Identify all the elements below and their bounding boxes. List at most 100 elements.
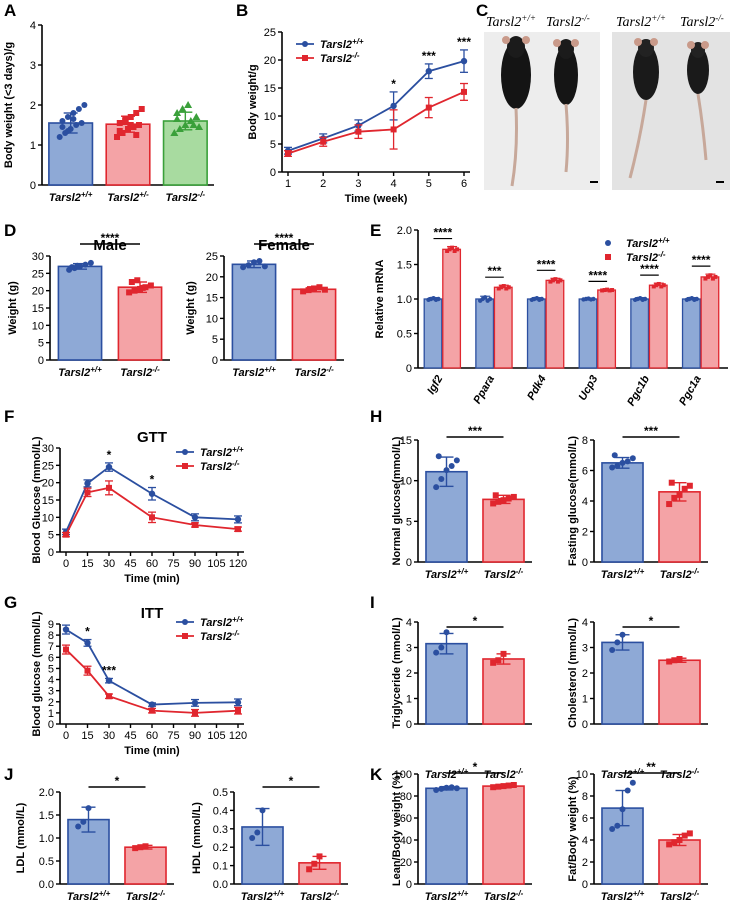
data-point — [126, 289, 133, 296]
y-axis-title: LDL (mmol/L) — [15, 802, 27, 873]
data-point — [390, 102, 397, 110]
y-tick-label: 8 — [582, 435, 588, 447]
x-tick-label: 90 — [189, 730, 201, 742]
panel-letter-f: F — [4, 407, 14, 426]
data-point — [499, 285, 504, 290]
data-point — [668, 479, 675, 486]
y-tick-label: 1.0 — [397, 294, 412, 306]
x-tick-label: 30 — [103, 558, 115, 570]
data-point — [116, 128, 123, 134]
data-point — [63, 646, 69, 653]
bar — [425, 787, 468, 885]
data-point — [548, 279, 553, 284]
data-point — [605, 287, 610, 292]
legend-label: Tarsl2+/+ — [200, 615, 244, 629]
data-point — [311, 285, 317, 292]
data-point — [453, 457, 460, 464]
data-point — [135, 122, 142, 128]
data-point — [642, 296, 648, 302]
y-tick-label: 100 — [394, 769, 412, 781]
data-point — [75, 106, 82, 112]
category-label: Tarsl2+/+ — [601, 567, 645, 581]
y-tick-label: 0.3 — [213, 824, 228, 836]
y-tick-label: 6 — [48, 652, 54, 664]
data-point — [433, 786, 440, 793]
data-point — [482, 295, 488, 300]
y-tick-label: 6 — [582, 813, 588, 825]
data-point — [460, 57, 468, 65]
x-tick-label: 15 — [81, 558, 93, 570]
data-point — [114, 134, 121, 140]
y-axis-title: Triglyceride (mmol/L) — [391, 617, 403, 729]
photo-label-ko-left: Tarsl2-/- — [546, 13, 590, 30]
data-point — [453, 785, 460, 792]
data-point — [629, 779, 636, 786]
data-point — [128, 279, 135, 285]
data-point — [235, 707, 241, 714]
y-tick-label: 2.0 — [39, 787, 54, 799]
y-tick-label: 1 — [48, 708, 54, 720]
data-point — [505, 495, 512, 502]
data-point — [82, 261, 89, 268]
data-point — [504, 286, 509, 291]
y-tick-label: 25 — [264, 27, 276, 39]
y-tick-label: 20 — [400, 857, 412, 869]
data-point — [127, 122, 134, 128]
data-point — [134, 277, 141, 284]
y-tick-label: 40 — [400, 835, 412, 847]
data-point — [611, 452, 618, 459]
category-label: Tarsl2-/- — [660, 567, 700, 581]
y-tick-label: 2 — [582, 527, 588, 539]
data-point — [558, 278, 563, 283]
x-tick-label: 120 — [229, 730, 247, 742]
y-tick-label: 15 — [32, 303, 44, 315]
data-point — [614, 639, 621, 646]
bar — [57, 265, 103, 361]
data-point — [64, 114, 71, 120]
data-point — [447, 247, 452, 252]
significance-label: *** — [487, 264, 501, 278]
data-point — [500, 650, 507, 657]
mouse-photo-icon — [501, 36, 724, 187]
y-axis-title: Body weight/g — [247, 64, 259, 139]
x-tick-label: 105 — [207, 730, 225, 742]
data-point — [610, 288, 615, 293]
data-point — [85, 805, 92, 812]
significance-label: **** — [275, 231, 294, 245]
y-tick-label: 1 — [582, 694, 588, 706]
data-point — [539, 296, 545, 302]
data-point — [510, 782, 517, 788]
data-point — [609, 826, 616, 832]
category-label: Tarsl2-/- — [660, 889, 700, 903]
data-point — [390, 126, 397, 133]
legend-label: Tarsl2-/- — [200, 459, 240, 473]
y-tick-label: 20 — [42, 478, 54, 490]
data-point — [311, 860, 318, 867]
category-label: Pgc1b — [625, 373, 652, 408]
y-tick-label: 0 — [270, 167, 276, 179]
data-point — [619, 631, 626, 638]
data-point — [681, 832, 688, 839]
data-point — [63, 531, 69, 538]
panel-letter-i: I — [370, 593, 375, 612]
y-axis-title: Weight (g) — [185, 281, 197, 335]
data-point — [676, 655, 683, 662]
data-point — [192, 113, 201, 120]
data-point — [192, 709, 198, 716]
data-point — [235, 526, 241, 533]
series-line — [65, 486, 239, 536]
y-tick-label: 15 — [42, 495, 54, 507]
y-tick-label: 0.1 — [213, 861, 228, 873]
y-tick-label: 2 — [406, 668, 412, 680]
data-point — [490, 784, 497, 791]
y-tick-label: 20 — [206, 272, 218, 284]
bar — [578, 298, 598, 369]
data-point — [555, 279, 560, 284]
data-point — [105, 463, 113, 471]
category-label: Tarsl2-/- — [300, 889, 340, 903]
data-point — [553, 277, 558, 282]
data-point — [245, 262, 252, 269]
y-axis-title: Weight (g) — [7, 281, 19, 335]
y-tick-label: 10 — [32, 320, 44, 332]
